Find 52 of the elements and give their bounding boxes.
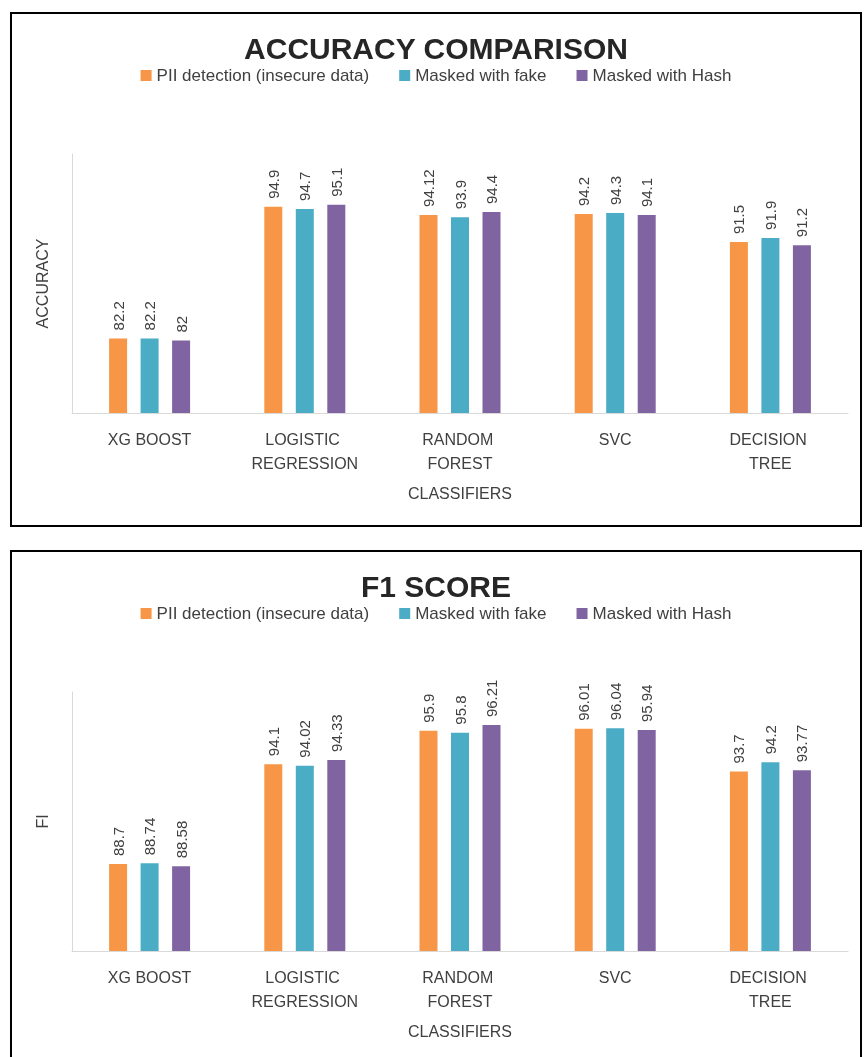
data-label: 94.1 <box>638 177 656 208</box>
chart-title: F1 SCORE <box>360 569 512 603</box>
chart-title: ACCURACY COMPARISON <box>244 31 628 65</box>
legend-label: Masked with fake <box>415 66 547 85</box>
data-label: 96.21 <box>483 679 500 718</box>
data-label: 94.02 <box>296 720 314 758</box>
data-label: 94.7 <box>296 171 314 201</box>
x-tick-label: DECISION TREE <box>729 968 812 1010</box>
data-label: 82.2 <box>109 301 127 331</box>
data-label: 94.2 <box>575 176 593 207</box>
legend-label: PII detection (insecure data) <box>156 604 370 623</box>
data-label: 95.1 <box>327 167 345 197</box>
data-label: 94.9 <box>264 169 282 199</box>
data-label: 95.9 <box>420 693 437 723</box>
legend-label: Masked with Hash <box>592 604 732 623</box>
data-label: 94.12 <box>420 169 437 207</box>
x-tick-label: LOGISTIC REGRESSION <box>251 968 359 1010</box>
x-tick-label: DECISION TREE <box>729 430 812 472</box>
data-label: 91.9 <box>761 200 779 230</box>
x-tick-label: RANDOM FOREST <box>422 968 498 1010</box>
data-label: 88.7 <box>109 826 127 857</box>
data-label: 94.4 <box>483 174 500 205</box>
data-label: 95.8 <box>451 695 469 725</box>
data-label: 91.5 <box>730 204 748 235</box>
x-tick-label: SVC <box>598 430 632 448</box>
data-label: 91.2 <box>793 207 811 238</box>
data-label: 95.94 <box>638 684 656 723</box>
data-label: 93.77 <box>793 724 811 763</box>
data-label: 93.7 <box>730 734 748 764</box>
data-label: 82.2 <box>141 301 159 331</box>
data-label: 88.58 <box>172 820 190 859</box>
y-axis-title: FI <box>33 814 51 829</box>
x-tick-label: SVC <box>598 968 632 986</box>
legend-label: Masked with fake <box>415 604 547 623</box>
data-label: 94.33 <box>327 714 345 752</box>
data-label: 93.9 <box>451 179 469 210</box>
data-label: 82 <box>172 315 190 333</box>
x-tick-label: RANDOM FOREST <box>422 430 498 472</box>
data-label: 88.74 <box>141 817 159 856</box>
data-label: 96.01 <box>575 683 593 721</box>
y-axis-title: ACCURACY <box>33 238 51 329</box>
x-tick-label: XG BOOST <box>107 968 192 986</box>
data-label: 94.2 <box>761 725 779 755</box>
data-label: 96.04 <box>606 682 624 721</box>
data-label: 94.3 <box>606 175 624 206</box>
x-tick-label: XG BOOST <box>107 430 192 448</box>
data-label: 94.1 <box>264 726 282 757</box>
legend-label: Masked with Hash <box>592 66 732 85</box>
x-axis-title: CLASSIFIERS <box>407 484 513 502</box>
legend-label: PII detection (insecure data) <box>156 66 370 85</box>
x-tick-label: LOGISTIC REGRESSION <box>251 430 359 472</box>
x-axis-title: CLASSIFIERS <box>407 1022 513 1040</box>
